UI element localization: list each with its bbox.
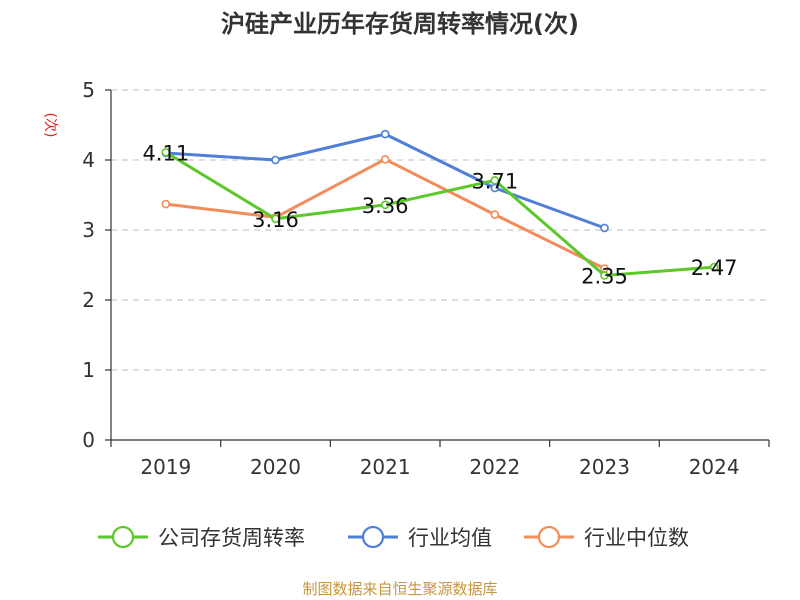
data-labels: 4.11 3.16 3.36 3.71 2.35 2.47 bbox=[142, 141, 737, 288]
y-tick-label-2: 2 bbox=[82, 288, 95, 312]
data-point-0-2021 bbox=[380, 200, 390, 210]
legend-label-0: 公司存货周转率 bbox=[158, 526, 305, 550]
axes: 0 1 2 3 4 5 2019 2020 2021 2022 2023 2024 bbox=[82, 78, 770, 479]
data-point-2-2022 bbox=[490, 210, 500, 219]
data-label-2023: 2.35 bbox=[581, 265, 628, 289]
x-tick-label-2023: 2023 bbox=[579, 455, 630, 479]
chart-title: 沪硅产业历年存货周转率情况(次) bbox=[221, 10, 579, 38]
data-point-0-2023 bbox=[600, 271, 609, 280]
data-point-0-2022 bbox=[490, 176, 500, 185]
legend-marker-1 bbox=[361, 525, 385, 549]
legend-marker-2 bbox=[537, 525, 561, 549]
y-tick-label-3: 3 bbox=[82, 218, 95, 242]
legend-label-2: 行业中位数 bbox=[584, 526, 689, 550]
legend-item-1: 行业均值 bbox=[348, 525, 492, 550]
x-tick-label-2019: 2019 bbox=[140, 455, 191, 479]
data-label-2021: 3.36 bbox=[362, 194, 409, 218]
series-0 bbox=[161, 148, 719, 280]
legend-item-2: 行业中位数 bbox=[524, 525, 689, 550]
x-tick-label-2024: 2024 bbox=[689, 455, 740, 479]
data-point-0-2020 bbox=[271, 214, 280, 224]
data-point-1-2023 bbox=[600, 223, 609, 233]
series-line-0 bbox=[165, 151, 715, 277]
data-label-2020: 3.16 bbox=[252, 208, 299, 232]
x-tick-label-2020: 2020 bbox=[250, 455, 301, 479]
y-tick-label-0: 0 bbox=[82, 428, 95, 452]
y-tick-label-4: 4 bbox=[82, 148, 95, 172]
data-point-0-2024 bbox=[709, 262, 719, 272]
legend-item-0: 公司存货周转率 bbox=[98, 525, 305, 550]
y-axis-label: (次) bbox=[42, 113, 58, 138]
series-lines bbox=[161, 129, 719, 280]
legend-label-1: 行业均值 bbox=[408, 526, 492, 550]
grid-lines bbox=[111, 89, 769, 371]
data-point-0-2019 bbox=[161, 148, 171, 157]
data-label-2019: 4.11 bbox=[142, 141, 189, 165]
y-tick-label-5: 5 bbox=[82, 78, 95, 102]
x-tick-label-2021: 2021 bbox=[360, 455, 411, 479]
data-point-1-2020 bbox=[271, 155, 280, 165]
data-point-1-2021 bbox=[380, 129, 390, 139]
source-footer: 制图数据来自恒生聚源数据库 bbox=[302, 580, 498, 598]
legend-marker-0 bbox=[111, 525, 135, 549]
legend: 公司存货周转率 行业均值 行业中位数 bbox=[98, 525, 689, 550]
data-point-2-2019 bbox=[161, 199, 171, 209]
x-tick-label-2022: 2022 bbox=[469, 455, 520, 479]
data-point-2-2021 bbox=[380, 155, 390, 164]
data-label-2022: 3.71 bbox=[471, 169, 518, 193]
data-label-2024: 2.47 bbox=[691, 256, 738, 280]
y-tick-label-1: 1 bbox=[82, 358, 95, 382]
